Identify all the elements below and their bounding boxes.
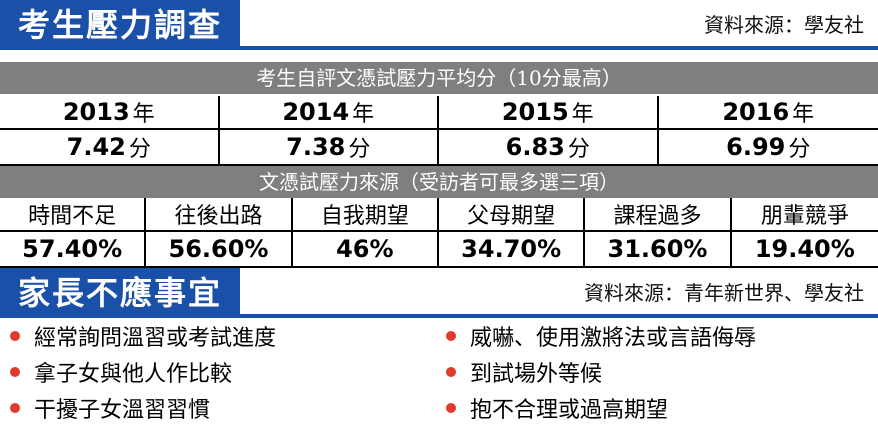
source-label-cell: 往後出路 xyxy=(146,198,293,232)
list-item: 抱不合理或過高期望 xyxy=(446,390,756,426)
year-cell: 2015 年 xyxy=(439,96,659,130)
score-cell: 7.42 分 xyxy=(0,130,220,166)
percentage-cell: 57.40% xyxy=(0,232,147,268)
parents-title: 家長不應事宜 xyxy=(0,268,241,318)
source-label-cell: 時間不足 xyxy=(0,198,147,232)
source-label-cell: 課程過多 xyxy=(585,198,732,232)
survey-title: 考生壓力調查 xyxy=(0,0,241,50)
parents-banner: 家長不應事宜 資料來源：青年新世界、學友社 xyxy=(0,268,878,318)
score-row: 7.42 分 7.38 分 6.83 分 6.99 分 xyxy=(0,130,878,166)
list-item: 到試場外等候 xyxy=(446,354,756,390)
source-label-cell: 朋輩競爭 xyxy=(731,198,878,232)
bullet-icon xyxy=(446,403,456,413)
dont-list-left: 經常詢問溫習或考試進度 拿子女與他人作比較 干擾子女溫習習慣 xyxy=(10,318,276,426)
year-cell: 2016 年 xyxy=(658,96,878,130)
dont-list: 經常詢問溫習或考試進度 拿子女與他人作比較 干擾子女溫習習慣 威嚇、使用激將法或… xyxy=(0,318,878,430)
source-table-caption: 文憑試壓力來源（受訪者可最多選三項） xyxy=(0,166,878,198)
list-item: 威嚇、使用激將法或言語侮辱 xyxy=(446,318,756,354)
score-table-caption: 考生自評文憑試壓力平均分（10分最高） xyxy=(0,62,878,94)
bullet-icon xyxy=(446,367,456,377)
pressure-source-row: 時間不足 往後出路 自我期望 父母期望 課程過多 朋輩競爭 xyxy=(0,198,878,232)
year-cell: 2014 年 xyxy=(219,96,439,130)
dont-list-right: 威嚇、使用激將法或言語侮辱 到試場外等候 抱不合理或過高期望 xyxy=(446,318,756,426)
year-cell: 2013 年 xyxy=(0,96,220,130)
score-cell: 6.99 分 xyxy=(658,130,878,166)
survey-banner: 考生壓力調查 資料來源：學友社 xyxy=(0,0,878,50)
bullet-icon xyxy=(10,367,20,377)
banner-band xyxy=(0,46,878,50)
list-item: 干擾子女溫習習慣 xyxy=(10,390,276,426)
percentage-cell: 19.40% xyxy=(731,232,878,268)
percentage-cell: 46% xyxy=(292,232,439,268)
source-label-cell: 父母期望 xyxy=(438,198,586,232)
bullet-icon xyxy=(446,331,456,341)
bullet-icon xyxy=(10,331,20,341)
list-item: 經常詢問溫習或考試進度 xyxy=(10,318,276,354)
percentage-cell: 56.60% xyxy=(146,232,293,268)
bullet-icon xyxy=(10,403,20,413)
list-item: 拿子女與他人作比較 xyxy=(10,354,276,390)
banner-band xyxy=(0,314,878,318)
parents-source: 資料來源：青年新世界、學友社 xyxy=(584,281,864,305)
source-label-cell: 自我期望 xyxy=(292,198,439,232)
percentage-cell: 34.70% xyxy=(438,232,586,268)
score-cell: 6.83 分 xyxy=(439,130,659,166)
percentage-row: 57.40% 56.60% 46% 34.70% 31.60% 19.40% xyxy=(0,232,878,268)
percentage-cell: 31.60% xyxy=(585,232,732,268)
survey-source: 資料來源：學友社 xyxy=(704,13,864,37)
year-row: 2013 年 2014 年 2015 年 2016 年 xyxy=(0,96,878,130)
score-cell: 7.38 分 xyxy=(219,130,439,166)
